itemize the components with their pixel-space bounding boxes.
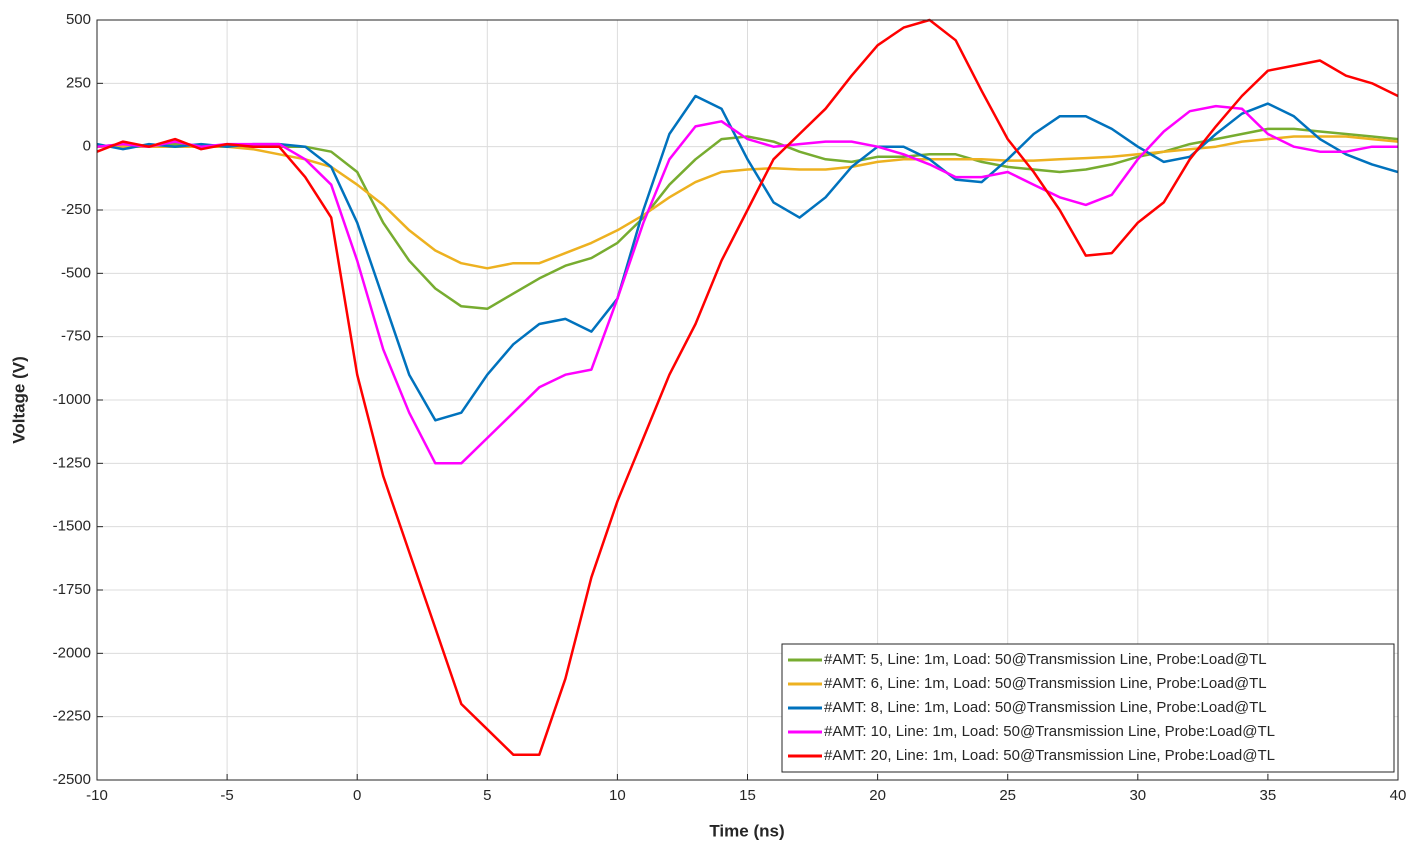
legend: #AMT: 5, Line: 1m, Load: 50@Transmission… [782,644,1394,772]
y-tick-label: 250 [66,74,91,91]
x-tick-label: 10 [609,787,626,804]
y-tick-label: -1000 [53,391,91,408]
y-tick-label: -2250 [53,708,91,725]
y-tick-label: -250 [61,201,91,218]
x-tick-label: 20 [869,787,886,804]
y-tick-label: -1750 [53,581,91,598]
y-tick-label: 500 [66,11,91,28]
legend-label: #AMT: 10, Line: 1m, Load: 50@Transmissio… [824,723,1275,740]
x-tick-label: 25 [999,787,1016,804]
x-tick-label: -5 [220,787,233,804]
y-tick-label: -750 [61,328,91,345]
chart: Time (ns) Voltage (V) -2500-2250-2000-17… [0,0,1414,846]
y-tick-label: 0 [83,138,91,155]
x-tick-label: 35 [1260,787,1277,804]
y-tick-label: -2000 [53,644,91,661]
legend-label: #AMT: 5, Line: 1m, Load: 50@Transmission… [824,651,1267,668]
x-tick-label: 40 [1390,787,1407,804]
y-tick-label: -500 [61,264,91,281]
y-tick-label: -1250 [53,454,91,471]
y-tick-label: -1500 [53,518,91,535]
x-tick-label: 15 [739,787,756,804]
x-tick-label: 30 [1129,787,1146,804]
y-axis-label: Voltage (V) [9,356,28,444]
legend-label: #AMT: 20, Line: 1m, Load: 50@Transmissio… [824,747,1275,764]
x-tick-label: 0 [353,787,361,804]
legend-label: #AMT: 6, Line: 1m, Load: 50@Transmission… [824,675,1267,692]
x-tick-label: 5 [483,787,491,804]
x-tick-label: -10 [86,787,108,804]
y-tick-label: -2500 [53,771,91,788]
x-axis-label: Time (ns) [709,821,784,840]
legend-label: #AMT: 8, Line: 1m, Load: 50@Transmission… [824,699,1267,716]
